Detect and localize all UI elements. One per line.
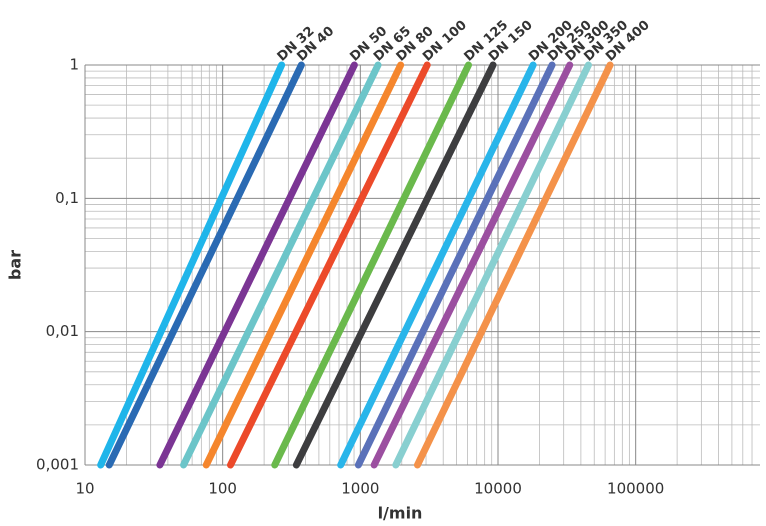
x-tick-label: 100000 — [607, 480, 664, 498]
line — [271, 61, 473, 469]
line — [392, 61, 592, 469]
line — [105, 61, 305, 469]
line — [227, 61, 431, 469]
y-tick-label: 0,001 — [36, 456, 79, 474]
line — [354, 61, 556, 469]
y-tick-label: 1 — [69, 56, 79, 74]
line — [413, 61, 614, 469]
line — [370, 61, 574, 469]
line — [292, 61, 497, 469]
x-tick-label: 10000 — [474, 480, 522, 498]
line — [180, 61, 382, 469]
line — [97, 61, 286, 469]
y-tick-label: 0,1 — [55, 189, 79, 207]
y-tick-label: 0,01 — [46, 322, 79, 340]
line — [202, 61, 405, 469]
x-tick-label: 10 — [75, 480, 94, 498]
y-axis-title: bar — [6, 250, 25, 280]
x-axis-title: l/min — [378, 504, 423, 523]
line — [337, 61, 537, 469]
line — [156, 61, 358, 469]
x-tick-label: 100 — [208, 480, 237, 498]
x-tick-label: 1000 — [341, 480, 379, 498]
